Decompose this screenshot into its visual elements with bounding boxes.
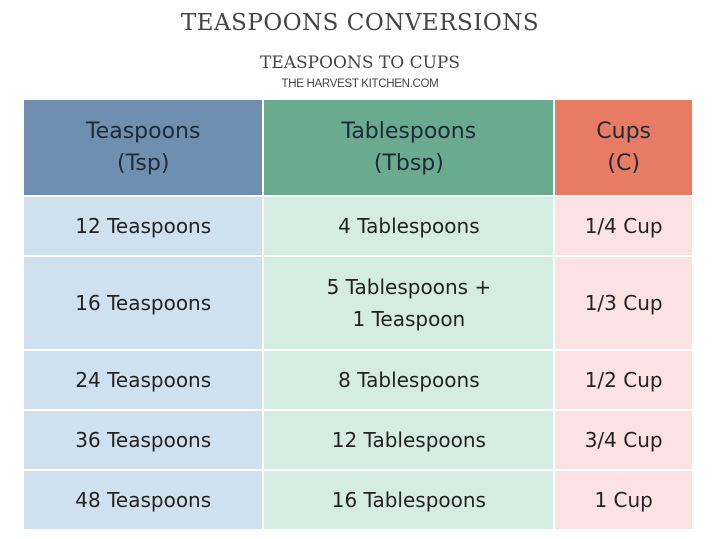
- subtitle: TEASPOONS TO CUPS: [259, 53, 460, 73]
- cups-cell: 3/4 Cup: [555, 411, 692, 469]
- source-credit: THE HARVEST KITCHEN.COM: [281, 78, 439, 90]
- cups-cell: 1 Cup: [555, 471, 692, 529]
- tablespoons-cell: 16 Tablespoons: [264, 471, 554, 529]
- teaspoons-cell: 12 Teaspoons: [24, 197, 263, 255]
- teaspoons-cell: 48 Teaspoons: [24, 471, 263, 529]
- table-row: 36 Teaspoons 12 Tablespoons 3/4 Cup: [24, 411, 692, 469]
- header-label: Cups: [596, 118, 652, 144]
- teaspoons-cell: 24 Teaspoons: [24, 351, 263, 409]
- header-tablespoons: Tablespoons (Tbsp): [264, 100, 554, 195]
- page-title: TEASPOONS CONVERSIONS: [180, 10, 540, 36]
- header-cups: Cups (C): [555, 100, 692, 195]
- header-unit: (Tsp): [117, 150, 170, 176]
- cups-cell: 1/3 Cup: [555, 257, 692, 349]
- teaspoons-cell: 36 Teaspoons: [24, 411, 263, 469]
- table-row: 12 Teaspoons 4 Tablespoons 1/4 Cup: [24, 197, 692, 255]
- header-unit: (C): [607, 150, 640, 176]
- cups-cell: 1/2 Cup: [555, 351, 692, 409]
- tablespoons-cell: 5 Tablespoons + 1 Teaspoon: [264, 257, 554, 349]
- tablespoons-line: 1 Teaspoon: [352, 307, 466, 331]
- table-row: 48 Teaspoons 16 Tablespoons 1 Cup: [24, 471, 692, 529]
- tablespoons-cell: 12 Tablespoons: [264, 411, 554, 469]
- cups-cell: 1/4 Cup: [555, 197, 692, 255]
- tablespoons-line: 4 Tablespoons: [338, 214, 480, 238]
- header-label: Teaspoons: [85, 118, 201, 144]
- conversion-table: Teaspoons (Tsp) Tablespoons (Tbsp) Cups (C)…: [22, 98, 694, 531]
- tablespoons-line: 5 Tablespoons +: [326, 275, 492, 299]
- header-teaspoons: Teaspoons (Tsp): [24, 100, 263, 195]
- table-row: 24 Teaspoons 8 Tablespoons 1/2 Cup: [24, 351, 692, 409]
- tablespoons-cell: 8 Tablespoons: [264, 351, 554, 409]
- tablespoons-cell: 4 Tablespoons: [264, 197, 554, 255]
- tablespoons-line: 16 Tablespoons: [331, 488, 486, 512]
- header-row: Teaspoons (Tsp) Tablespoons (Tbsp) Cups (C): [24, 100, 692, 195]
- table-row: 16 Teaspoons 5 Tablespoons + 1 Teaspoon 1/3…: [24, 257, 692, 349]
- teaspoons-cell: 16 Teaspoons: [24, 257, 263, 349]
- tablespoons-line: 8 Tablespoons: [338, 368, 480, 392]
- header-label: Tablespoons: [341, 118, 477, 144]
- tablespoons-line: 12 Tablespoons: [331, 428, 486, 452]
- header-unit: (Tbsp): [373, 150, 444, 176]
